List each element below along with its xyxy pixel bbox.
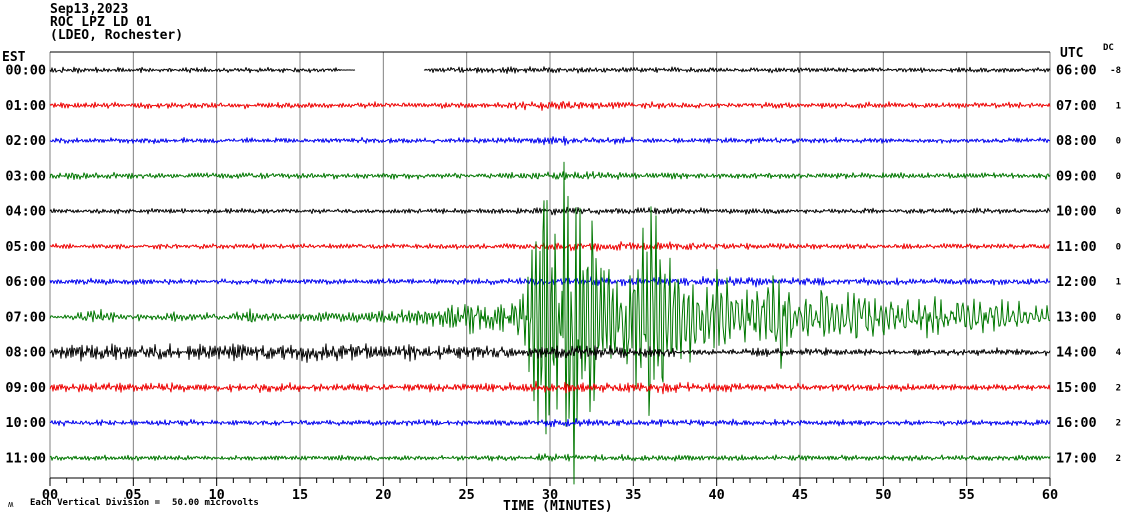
x-axis-title: TIME (MINUTES)	[503, 499, 613, 514]
x-tick-label: 35	[625, 487, 641, 503]
header-station: ROC LPZ LD 01	[50, 15, 152, 30]
scale-note-text: Each Vertical Division =	[30, 498, 161, 508]
dc-offset-value: 1	[1116, 101, 1121, 111]
utc-time-label: 14:00	[1056, 345, 1097, 361]
est-time-label: 10:00	[5, 415, 46, 431]
utc-time-label: 10:00	[1056, 204, 1097, 220]
est-time-label: 07:00	[5, 309, 46, 325]
x-tick-label: 15	[292, 487, 308, 503]
dc-offset-value: 0	[1116, 172, 1121, 182]
est-axis-label: EST	[2, 50, 26, 65]
dc-offset-value: 2	[1116, 454, 1121, 464]
est-time-label: 00:00	[5, 63, 46, 79]
est-time-label: 05:00	[5, 239, 46, 255]
header-date: Sep13,2023	[50, 2, 129, 17]
utc-time-label: 09:00	[1056, 168, 1097, 184]
x-tick-label: 30	[542, 487, 558, 503]
x-tick-label: 60	[1042, 487, 1058, 503]
est-time-label: 02:00	[5, 133, 46, 149]
utc-time-label: 06:00	[1056, 63, 1097, 79]
utc-time-label: 17:00	[1056, 450, 1097, 466]
utc-time-label: 08:00	[1056, 133, 1097, 149]
x-tick-label: 50	[875, 487, 891, 503]
x-tick-label: 55	[959, 487, 975, 503]
x-tick-label: 25	[459, 487, 475, 503]
seismogram-trace-0000	[423, 66, 1051, 74]
utc-time-label: 07:00	[1056, 98, 1097, 114]
seismogram-trace-0600	[49, 276, 1051, 288]
wiggle-glyph-icon: ʍ	[8, 500, 14, 510]
est-time-label: 11:00	[5, 450, 46, 466]
utc-time-label: 15:00	[1056, 380, 1097, 396]
dc-offset-value: -8	[1110, 66, 1121, 76]
seismogram-trace-0300	[49, 171, 1051, 180]
seismogram-trace-0000	[49, 66, 356, 74]
seismogram-trace-1100	[49, 453, 1051, 462]
est-time-label: 03:00	[5, 168, 46, 184]
header-network: (LDEO, Rochester)	[50, 28, 184, 43]
est-time-label: 08:00	[5, 345, 46, 361]
dc-offset-value: 0	[1116, 242, 1121, 252]
x-tick-label: 05	[125, 487, 141, 503]
est-time-label: 09:00	[5, 380, 46, 396]
seismogram-trace-1000	[49, 418, 1051, 428]
utc-axis-label: UTC	[1060, 46, 1084, 61]
dc-offset-value: 0	[1116, 207, 1121, 217]
seismogram-trace-0200	[49, 135, 1051, 146]
seismogram-trace-0100	[49, 100, 1051, 111]
x-tick-label: 00	[42, 487, 58, 503]
dc-offset-value: 2	[1116, 383, 1121, 393]
seismogram-trace-0400	[49, 206, 1051, 216]
dc-offset-value: 1	[1116, 278, 1121, 288]
est-time-label: 01:00	[5, 98, 46, 114]
utc-time-label: 16:00	[1056, 415, 1097, 431]
dc-axis-label: DC	[1103, 43, 1114, 53]
seismogram-trace-0900	[49, 380, 1051, 395]
scale-note-value: 50.00 microvolts	[172, 498, 259, 508]
est-time-label: 06:00	[5, 274, 46, 290]
seismogram-trace-0800	[49, 343, 1051, 363]
utc-time-label: 11:00	[1056, 239, 1097, 255]
scale-note: Each Vertical Division = 50.00 microvolts	[30, 499, 259, 508]
dc-offset-value: 0	[1116, 313, 1121, 323]
x-tick-label: 10	[209, 487, 225, 503]
utc-time-label: 13:00	[1056, 309, 1097, 325]
seismogram-trace-0500	[49, 241, 1051, 252]
dc-offset-value: 2	[1116, 419, 1121, 429]
x-tick-label: 20	[375, 487, 391, 503]
x-tick-label: 45	[792, 487, 808, 503]
utc-time-label: 12:00	[1056, 274, 1097, 290]
dc-offset-value: 4	[1116, 348, 1122, 358]
est-time-label: 04:00	[5, 204, 46, 220]
x-tick-label: 40	[709, 487, 725, 503]
dc-offset-value: 0	[1116, 137, 1121, 147]
